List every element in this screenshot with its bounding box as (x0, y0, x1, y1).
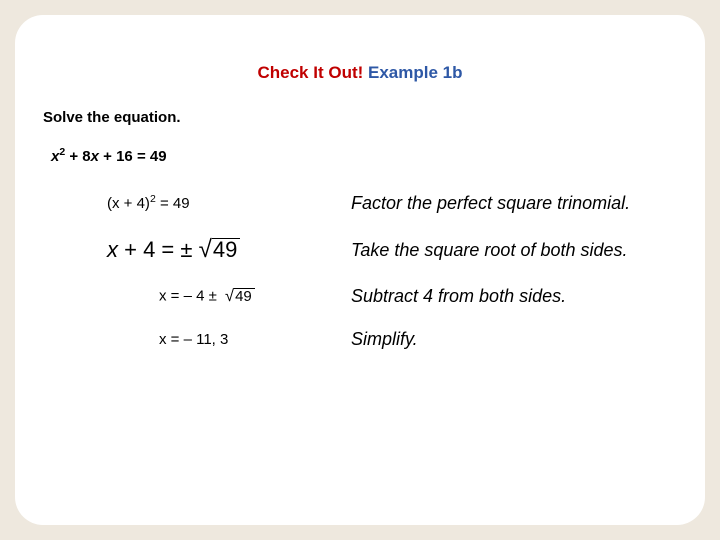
sqrt-icon: √49 (225, 287, 255, 306)
sqrt-icon: √49 (199, 237, 241, 262)
step-lhs: x + 4 = ± √49 (51, 236, 351, 264)
step-explanation: Factor the perfect square trinomial. (351, 193, 677, 214)
step-row: (x + 4)2 = 49 Factor the perfect square … (51, 193, 677, 214)
step-lhs: x = – 4 ± √49 (51, 287, 351, 306)
step-lhs: x = – 11, 3 (51, 331, 351, 348)
equation: x2 + 8x + 16 = 49 (51, 148, 677, 165)
equation-b: 8 (82, 148, 90, 165)
step-row: x = – 4 ± √49 Subtract 4 from both sides… (51, 286, 677, 307)
slide: Check It Out! Example 1b Solve the equat… (15, 15, 705, 525)
steps-list: (x + 4)2 = 49 Factor the perfect square … (51, 193, 677, 350)
title-blue: Example 1b (368, 63, 463, 82)
step-explanation: Simplify. (351, 329, 677, 350)
equation-c: 16 (116, 148, 133, 165)
step2-x: x (107, 237, 118, 262)
slide-title: Check It Out! Example 1b (43, 63, 677, 83)
step-lhs: (x + 4)2 = 49 (51, 195, 351, 212)
step1-x: x (112, 195, 120, 212)
step-explanation: Take the square root of both sides. (351, 240, 677, 261)
title-red: Check It Out! (257, 63, 368, 82)
step-row: x + 4 = ± √49 Take the square root of bo… (51, 236, 677, 264)
instruction-text: Solve the equation. (43, 109, 677, 126)
step4-x: x (159, 331, 167, 348)
equation-rhs: 49 (150, 148, 167, 165)
step-explanation: Subtract 4 from both sides. (351, 286, 677, 307)
equation-x2: x (91, 148, 99, 165)
step3-x: x (159, 287, 167, 304)
step-row: x = – 11, 3 Simplify. (51, 329, 677, 350)
